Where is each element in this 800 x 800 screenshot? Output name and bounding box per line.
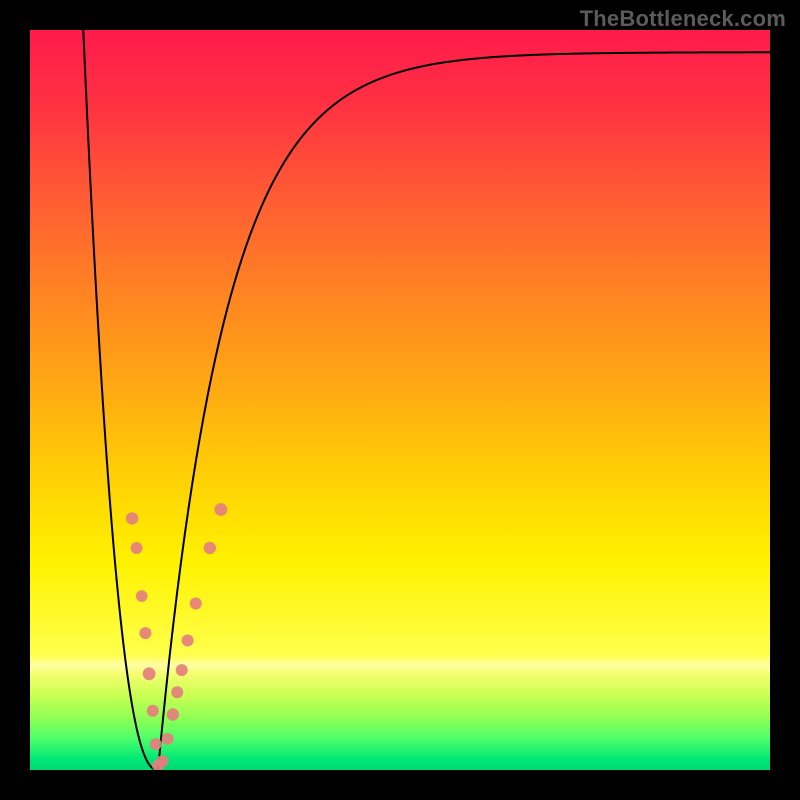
scatter-point — [204, 542, 216, 554]
scatter-point — [215, 503, 228, 516]
bottleneck-chart-svg — [0, 0, 800, 800]
scatter-point — [147, 705, 159, 717]
scatter-point — [162, 733, 174, 745]
plot-background-gradient — [30, 30, 770, 770]
scatter-point — [171, 686, 183, 698]
scatter-point — [190, 598, 202, 610]
watermark-text: TheBottleneck.com — [580, 6, 786, 32]
scatter-point — [167, 708, 179, 720]
scatter-point — [150, 738, 162, 750]
scatter-point — [156, 755, 168, 767]
scatter-point — [143, 667, 156, 680]
scatter-point — [131, 542, 143, 554]
scatter-point — [139, 627, 151, 639]
chart-frame: TheBottleneck.com — [0, 0, 800, 800]
scatter-point — [182, 635, 194, 647]
scatter-point — [136, 590, 148, 602]
scatter-point — [176, 664, 188, 676]
scatter-point — [126, 512, 138, 524]
